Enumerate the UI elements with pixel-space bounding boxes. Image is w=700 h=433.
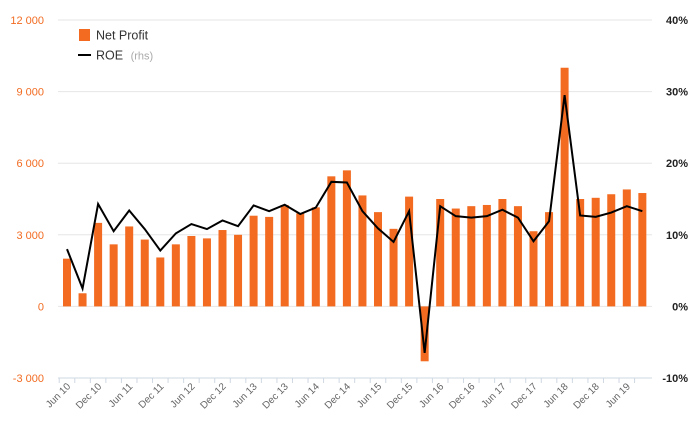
net-profit-bars — [63, 67, 647, 362]
bar-net-profit-21 — [389, 228, 398, 307]
bar-net-profit-1 — [78, 293, 87, 307]
bar-net-profit-25 — [451, 208, 460, 307]
x-tick-label-15: Dec 17 — [509, 381, 539, 411]
legend-label-roe-name: ROE — [96, 49, 123, 63]
bar-net-profit-2 — [94, 222, 103, 307]
bar-net-profit-3 — [109, 244, 118, 307]
y-left-tick-label-4: 9 000 — [16, 87, 44, 99]
y-right-tick-label-0: -10% — [662, 373, 688, 385]
legend-label-roe: ROE (rhs) — [96, 49, 153, 63]
legend-label-net-profit: Net Profit — [96, 29, 149, 43]
x-tick-label-10: Jun 15 — [355, 381, 384, 410]
x-tick-label-3: Dec 11 — [137, 381, 167, 411]
bar-net-profit-17 — [327, 176, 336, 307]
bar-net-profit-0 — [63, 258, 71, 307]
axes — [58, 377, 652, 383]
bar-net-profit-10 — [218, 230, 227, 307]
y-left-tick-label-5: 12 000 — [10, 15, 44, 27]
right-axis-ticks: -10% 0% 10% 20% 30% 40% — [662, 15, 688, 385]
bar-net-profit-27 — [482, 204, 491, 307]
bar-net-profit-36 — [622, 189, 631, 307]
y-left-tick-label-3: 6 000 — [16, 158, 44, 170]
bar-net-profit-6 — [156, 257, 165, 307]
y-left-tick-label-0: -3 000 — [13, 373, 44, 385]
y-right-tick-label-5: 40% — [666, 15, 688, 27]
x-tick-label-14: Jun 17 — [480, 381, 509, 410]
bar-net-profit-18 — [342, 170, 351, 307]
bar-net-profit-7 — [171, 244, 180, 307]
bar-net-profit-34 — [591, 197, 600, 307]
bar-net-profit-14 — [280, 204, 289, 307]
bar-net-profit-19 — [358, 195, 367, 307]
bar-net-profit-20 — [374, 212, 382, 307]
line-roe — [66, 95, 643, 354]
bar-net-profit-30 — [529, 231, 538, 307]
x-tick-label-9: Dec 14 — [323, 381, 353, 411]
legend: Net Profit ROE (rhs) — [78, 29, 153, 63]
y-right-tick-label-1: 0% — [672, 301, 688, 313]
bar-net-profit-29 — [513, 206, 522, 307]
x-tick-label-13: Dec 16 — [447, 381, 477, 411]
bar-net-profit-15 — [296, 213, 305, 307]
x-tick-label-7: Dec 13 — [261, 381, 291, 411]
x-tick-label-16: Jun 18 — [542, 381, 571, 410]
x-tick-label-5: Dec 12 — [198, 381, 228, 411]
bar-net-profit-4 — [125, 226, 134, 307]
roe-line-series — [66, 95, 643, 354]
bar-net-profit-26 — [467, 206, 476, 307]
y-right-tick-label-4: 30% — [666, 87, 688, 99]
bar-net-profit-8 — [187, 235, 196, 307]
x-tick-label-18: Jun 19 — [604, 381, 633, 410]
bar-net-profit-9 — [202, 238, 211, 307]
x-tick-label-17: Dec 18 — [572, 381, 602, 411]
bar-net-profit-33 — [576, 199, 585, 307]
bar-net-profit-32 — [560, 67, 569, 307]
y-right-tick-label-3: 20% — [666, 158, 688, 170]
bar-net-profit-13 — [265, 216, 274, 307]
bar-net-profit-12 — [249, 215, 258, 307]
x-tick-label-1: Dec 10 — [74, 381, 104, 411]
bar-net-profit-31 — [545, 212, 554, 307]
bar-net-profit-28 — [498, 199, 507, 307]
x-tick-label-0: Jun 10 — [44, 381, 73, 410]
legend-label-roe-suffix: (rhs) — [131, 51, 154, 63]
y-left-tick-label-2: 3 000 — [16, 230, 44, 242]
x-tick-label-12: Jun 16 — [417, 381, 446, 410]
bar-net-profit-11 — [234, 234, 243, 307]
legend-swatch-net-profit — [79, 29, 90, 41]
x-tick-label-4: Jun 12 — [169, 381, 198, 410]
x-tick-label-8: Jun 14 — [293, 381, 322, 410]
bar-net-profit-37 — [638, 193, 647, 307]
y-left-tick-label-1: 0 — [38, 301, 44, 313]
x-axis-ticks: Jun 10 Dec 10 Jun 11 Dec 11 Jun 12 Dec 12 Jun … — [44, 381, 633, 411]
bar-net-profit-24 — [436, 199, 445, 307]
bar-net-profit-5 — [140, 239, 149, 307]
bar-net-profit-35 — [607, 194, 616, 307]
left-axis-ticks: -3 000 0 3 000 6 000 9 000 12 000 — [10, 15, 44, 385]
bar-net-profit-23 — [420, 306, 429, 362]
bar-net-profit-16 — [311, 207, 320, 307]
y-right-tick-label-2: 10% — [666, 230, 688, 242]
x-tick-label-11: Dec 15 — [385, 381, 415, 411]
x-tick-label-6: Jun 13 — [231, 381, 260, 410]
x-tick-label-2: Jun 11 — [107, 381, 136, 410]
bar-net-profit-22 — [405, 196, 414, 307]
